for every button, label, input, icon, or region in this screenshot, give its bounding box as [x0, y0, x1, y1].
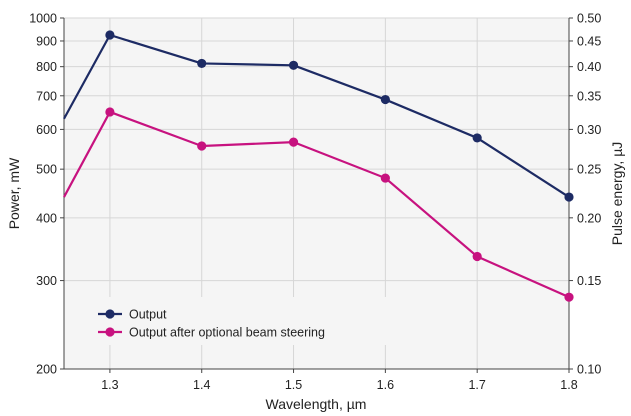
y-tick-label: 900	[36, 34, 57, 48]
series-1-point	[564, 192, 574, 202]
x-tick-label: 1.6	[377, 378, 394, 392]
legend-background	[88, 297, 388, 345]
x-tick-label: 1.7	[468, 378, 485, 392]
y2-tick-label: 0.35	[577, 89, 601, 103]
x-tick-label: 1.5	[285, 378, 302, 392]
y-tick-label: 800	[36, 60, 57, 74]
y2-tick-label: 0.10	[577, 363, 601, 377]
y-axis-title: Power, mW	[6, 157, 22, 229]
y2-tick-label: 0.30	[577, 123, 601, 137]
x-tick-label: 1.4	[193, 378, 210, 392]
y2-tick-label: 0.50	[577, 12, 601, 26]
series-2-point	[472, 251, 482, 262]
series-2-point	[380, 173, 390, 183]
y-tick-label: 400	[36, 211, 57, 225]
y2-tick-label: 0.40	[577, 60, 601, 74]
y-tick-label: 700	[36, 89, 57, 103]
y-tick-label: 600	[36, 123, 57, 137]
y2-tick-label: 0.15	[577, 274, 601, 288]
series-1-point	[197, 58, 207, 69]
series-1-point	[288, 60, 299, 70]
series-2-point	[105, 107, 115, 117]
series-1-point	[380, 94, 390, 105]
x-tick-label: 1.3	[101, 378, 118, 392]
y2-tick-labels: 0.10 0.15 0.20 0.25 0.30 0.35 0.40 0.45 0.50	[577, 12, 601, 377]
y-tick-label: 200	[36, 363, 57, 377]
series-2-point	[197, 141, 207, 151]
y-tick-labels: 200 300 400 500 600 700 800 900 1000	[29, 12, 57, 377]
y-tick-label: 1000	[29, 12, 57, 26]
y2-tick-label: 0.45	[577, 34, 601, 48]
x-axis-title: Wavelength, µm	[266, 396, 367, 412]
legend-label-1: Output	[129, 308, 167, 322]
series-2-point	[288, 137, 299, 147]
series-2-point	[564, 292, 574, 302]
series-1-point	[472, 133, 482, 143]
x-tick-labels: 1.3 1.4 1.5 1.6 1.7 1.8	[101, 378, 578, 392]
legend-marker-1	[105, 309, 115, 319]
legend-label-2: Output after optional beam steering	[129, 326, 325, 340]
y2-axis-title: Pulse energy, µJ	[609, 142, 625, 246]
y-tick-label: 500	[36, 163, 57, 177]
legend-marker-2	[105, 327, 115, 337]
y-tick-label: 300	[36, 274, 57, 288]
series-layer	[63, 30, 574, 302]
y2-tick-label: 0.20	[577, 211, 601, 225]
y2-tick-label: 0.25	[577, 163, 601, 177]
x-tick-label: 1.8	[560, 378, 577, 392]
legend-area	[88, 297, 388, 345]
legend: Output Output after optional beam steerin…	[98, 308, 325, 340]
series-1-point	[105, 30, 115, 40]
